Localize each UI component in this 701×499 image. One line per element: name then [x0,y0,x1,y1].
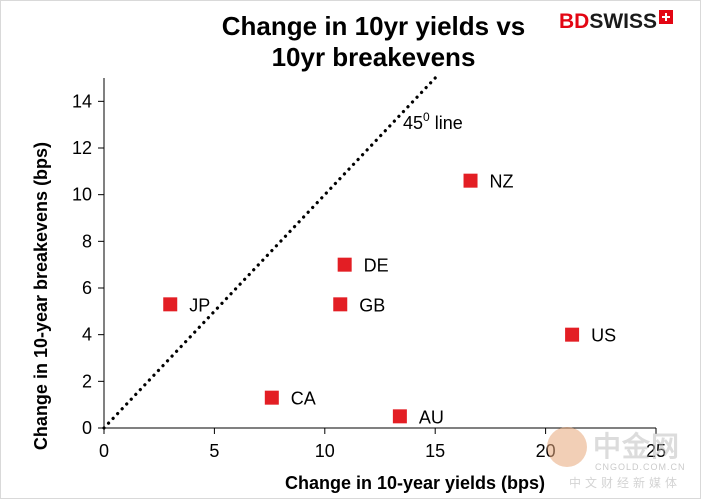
x-axis-title: Change in 10-year yields (bps) [285,473,545,493]
point-jp: JP [163,295,210,315]
point-label: NZ [490,172,514,192]
point-marker [463,173,478,188]
chart-title-line-1: Change in 10yr yields vs [221,11,526,41]
y-tick-label: 0 [82,418,92,438]
y-tick-label: 10 [72,185,92,205]
point-au: AU [392,407,444,427]
cngold-watermark: 中金网 CNGOLD.COM.CN 中文财经新媒体 [547,425,697,495]
bdswiss-logo: BD SWISS [559,9,674,35]
point-marker [565,327,580,342]
reference-45-degree-line [102,76,437,430]
y-tick-label: 6 [82,278,92,298]
chart-title: Change in 10yr yields vs 10yr breakevens [141,11,606,73]
point-marker [392,409,407,424]
logo-swiss-text: SWISS [589,10,658,33]
logo-bd-text: BD [559,10,590,33]
point-gb: GB [333,295,385,315]
reference-line-label: 450 line [403,110,463,133]
x-tick-label: 15 [425,441,445,461]
y-axis-title: Change in 10-year breakevens (bps) [31,142,51,450]
chart-title-line-2: 10yr breakevens [271,42,476,72]
y-tick-label: 14 [72,91,92,111]
point-label: GB [359,295,385,315]
cngold-logo-icon [547,427,587,467]
point-label: CA [291,389,316,409]
swiss-cross-icon [659,10,674,24]
data-points: JP CA GB DE AU NZ US [163,172,616,427]
point-nz: NZ [463,172,514,192]
y-tick-label: 8 [82,231,92,251]
point-us: US [565,326,616,346]
point-label: US [591,326,616,346]
watermark-domain: CNGOLD.COM.CN [595,462,686,472]
point-marker [337,257,352,272]
point-ca: CA [264,389,316,409]
point-label: JP [189,295,210,315]
y-tick-label: 4 [82,325,92,345]
point-label: AU [419,407,444,427]
x-tick-label: 25 [646,441,666,461]
y-tick-label: 2 [82,371,92,391]
x-tick-label: 10 [315,441,335,461]
point-label: DE [364,256,389,276]
watermark-name: 中金网 [593,431,681,462]
reference-line-group: 450 line [102,76,463,430]
x-tick-label: 0 [99,441,109,461]
point-de: DE [337,256,389,276]
y-tick-label: 12 [72,138,92,158]
x-tick-label: 5 [209,441,219,461]
point-marker [264,390,279,405]
point-marker [163,297,178,312]
watermark-tagline: 中文财经新媒体 [569,476,682,490]
point-marker [333,297,348,312]
